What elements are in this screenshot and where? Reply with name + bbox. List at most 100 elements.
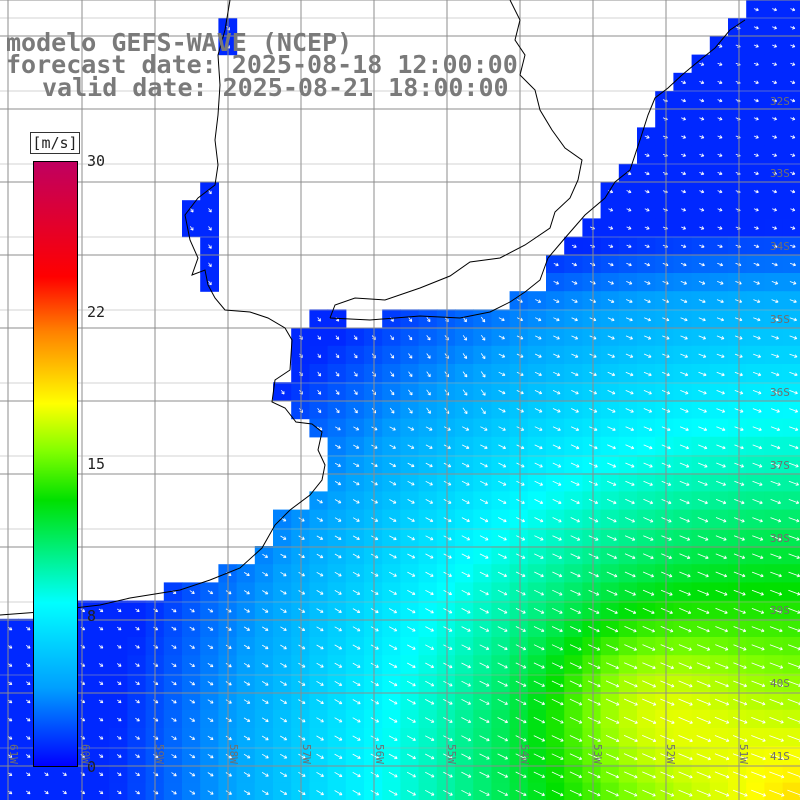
wind-arrow (769, 753, 785, 761)
wind-arrow (135, 717, 140, 722)
wind-arrow (443, 662, 453, 669)
wind-arrow (716, 353, 725, 358)
wind-arrow (425, 771, 435, 778)
wind-arrow (717, 207, 723, 212)
wind-arrow (625, 480, 635, 486)
wind-arrow (189, 735, 196, 740)
wind-arrow (678, 716, 693, 724)
wind-arrow (660, 644, 674, 651)
wind-arrow (625, 335, 634, 340)
wind-arrow (551, 662, 564, 669)
wind-arrow (769, 789, 785, 797)
coastline (0, 0, 326, 616)
wind-arrow (533, 608, 545, 614)
wind-arrow (678, 735, 693, 743)
wind-arrow (642, 589, 655, 596)
wind-arrow (298, 590, 306, 595)
wind-arrow (771, 335, 780, 340)
wind-arrow (515, 589, 526, 596)
wind-arrow (534, 353, 542, 358)
wind-arrow (462, 316, 467, 323)
wind-cell (782, 0, 800, 19)
wind-arrow (408, 335, 413, 341)
wind-arrow (425, 699, 435, 705)
wind-arrow (551, 698, 564, 706)
wind-cell (127, 782, 147, 800)
wind-arrow (261, 626, 269, 631)
wind-arrow (643, 535, 654, 541)
wind-arrow (334, 499, 342, 504)
lat-label: 41S (770, 750, 790, 763)
wind-arrow (608, 207, 614, 212)
wind-arrow (624, 789, 638, 797)
wind-arrow (316, 717, 324, 723)
wind-arrow (25, 772, 31, 776)
wind-arrow (697, 589, 710, 596)
wind-arrow (171, 735, 177, 740)
wind-arrow (262, 608, 269, 613)
wind-arrow (334, 662, 343, 668)
wind-arrow (680, 281, 688, 285)
wind-cell (254, 782, 274, 800)
wind-arrow (243, 772, 251, 777)
wind-arrow (753, 207, 759, 212)
wind-arrow (733, 589, 746, 596)
wind-arrow (443, 626, 453, 632)
wind-arrow (714, 680, 729, 688)
wind-arrow (443, 680, 453, 687)
wind-arrow (587, 735, 601, 742)
wind-arrow (498, 371, 506, 376)
wind-arrow (462, 371, 468, 378)
wind-arrow (570, 480, 580, 486)
wind-arrow (298, 717, 306, 723)
wind-arrow (787, 717, 800, 724)
wind-arrow (479, 644, 490, 651)
lat-label: 32S (770, 95, 790, 108)
wind-arrow (788, 462, 799, 468)
wind-arrow (316, 535, 324, 540)
wind-arrow (717, 262, 724, 267)
wind-arrow (696, 753, 712, 761)
wind-arrow (790, 7, 796, 12)
wind-arrow (752, 535, 764, 541)
wind-arrow (352, 535, 360, 540)
wind-arrow (752, 480, 763, 486)
wind-cell (673, 782, 693, 800)
wind-arrow (606, 626, 619, 633)
wind-arrow (316, 699, 324, 704)
wind-arrow (171, 754, 177, 758)
wind-arrow (316, 771, 324, 777)
wind-arrow (643, 462, 653, 468)
wind-arrow (534, 589, 545, 596)
wind-arrow (480, 371, 486, 378)
wind-arrow (443, 753, 453, 760)
wind-arrow (497, 553, 507, 559)
wind-cell (782, 728, 800, 747)
wind-arrow (751, 608, 765, 614)
wind-arrow (772, 116, 778, 121)
wind-arrow (317, 335, 321, 340)
wind-arrow (699, 207, 705, 212)
wind-cell (618, 782, 638, 800)
wind-arrow (569, 662, 582, 669)
wind-arrow (607, 299, 615, 303)
wind-arrow (389, 553, 397, 559)
wind-arrow (771, 371, 780, 377)
wind-arrow (769, 698, 784, 706)
lon-label: 60W (79, 744, 92, 764)
wind-arrow (25, 644, 31, 649)
wind-arrow (426, 353, 431, 359)
wind-arrow (699, 116, 705, 121)
wind-arrow (696, 771, 712, 779)
wind-arrow (733, 644, 747, 651)
wind-arrow (406, 680, 416, 687)
wind-arrow (552, 390, 561, 395)
wind-arrow (626, 281, 633, 285)
wind-arrow (497, 735, 509, 742)
wind-arrow (534, 571, 544, 578)
wind-arrow (588, 626, 600, 633)
wind-arrow (207, 608, 214, 613)
wind-arrow (606, 607, 618, 614)
wind-arrow (388, 699, 398, 705)
wind-arrow (461, 698, 472, 705)
